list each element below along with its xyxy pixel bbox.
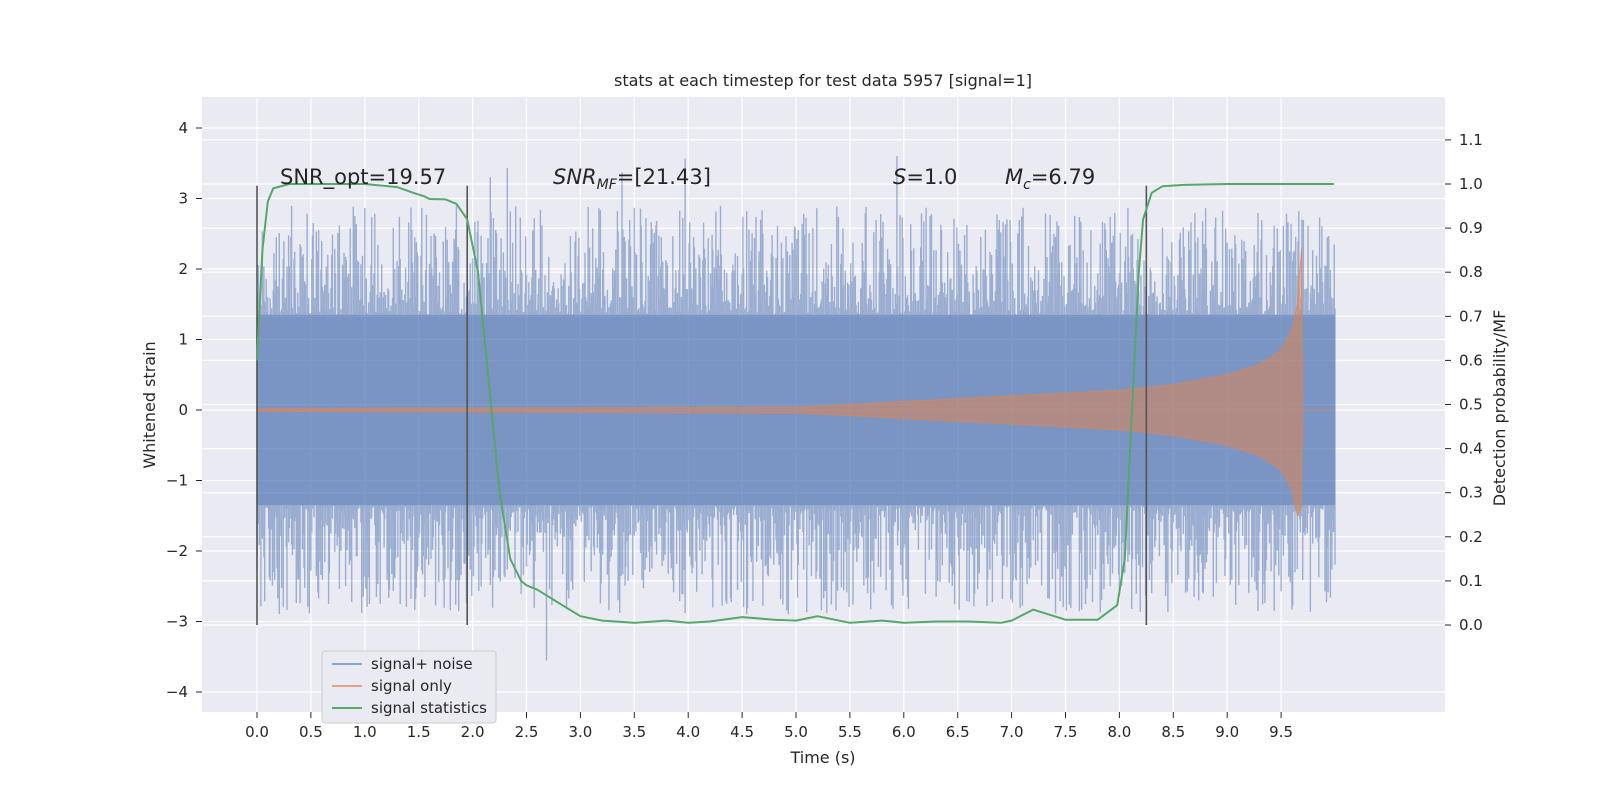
- right-y-axis-label: Detection probability/MF: [1490, 310, 1509, 507]
- right-y-tick-label: 0.0: [1459, 616, 1483, 634]
- y-axis-label: Whitened strain: [140, 341, 159, 468]
- right-y-tick-label: 0.4: [1459, 440, 1483, 458]
- y-tick-label: −2: [166, 542, 188, 560]
- vertical-markers: [256, 185, 1148, 626]
- y-tick-label: −4: [166, 683, 188, 701]
- right-y-tick-label: 0.7: [1459, 307, 1483, 325]
- annotation-snr-opt: SNR_opt=19.57: [280, 165, 446, 190]
- signal-statistics-line: [256, 183, 1334, 624]
- x-tick-label: 1.0: [353, 723, 377, 741]
- legend: signal+ noise signal only signal statist…: [321, 650, 497, 724]
- right-y-tick-label: 1.1: [1459, 131, 1483, 149]
- y-tick-label: 3: [178, 190, 188, 208]
- x-tick-label: 3.0: [568, 723, 592, 741]
- x-tick-label: 3.5: [622, 723, 646, 741]
- right-y-tick-label: 0.8: [1459, 263, 1483, 281]
- right-y-tick-label: 1.0: [1459, 175, 1483, 193]
- x-tick-label: 5.0: [784, 723, 808, 741]
- y-tick-label: 2: [178, 260, 188, 278]
- right-y-axis-ticks: 0.0 0.1 0.2 0.3 0.4 0.5 0.6 0.7 0.8 0.9 1.0 1.1: [1445, 131, 1483, 634]
- signal-statistics-series: [256, 183, 1334, 624]
- y-tick-label: −3: [166, 613, 188, 631]
- x-tick-label: 4.0: [676, 723, 700, 741]
- y-tick-label: 1: [178, 331, 188, 349]
- x-tick-label: 5.5: [838, 723, 862, 741]
- y-tick-label: −1: [166, 472, 188, 490]
- x-axis-label: Time (s): [789, 748, 855, 767]
- right-y-tick-label: 0.1: [1459, 572, 1483, 590]
- right-y-tick-label: 0.6: [1459, 351, 1483, 369]
- x-tick-label: 2.5: [515, 723, 539, 741]
- chart-title: stats at each timestep for test data 595…: [614, 71, 1032, 90]
- x-tick-label: 9.5: [1269, 723, 1293, 741]
- x-tick-label: 0.5: [299, 723, 323, 741]
- x-tick-label: 0.0: [245, 723, 269, 741]
- x-tick-label: 7.5: [1054, 723, 1078, 741]
- annotation-s: S=1.0: [893, 165, 957, 189]
- x-tick-label: 6.5: [946, 723, 970, 741]
- y-tick-label: 0: [178, 401, 188, 419]
- legend-box: [321, 650, 497, 724]
- legend-label-signal-noise: signal+ noise: [371, 655, 473, 673]
- x-tick-label: 8.5: [1161, 723, 1185, 741]
- legend-label-signal-statistics: signal statistics: [371, 699, 487, 717]
- x-tick-label: 4.5: [730, 723, 754, 741]
- annotation-snr-mf: SNRMF=[21.43]: [553, 165, 711, 193]
- right-y-tick-label: 0.5: [1459, 396, 1483, 414]
- x-tick-label: 7.0: [1000, 723, 1024, 741]
- x-tick-label: 9.0: [1215, 723, 1239, 741]
- x-tick-label: 1.5: [407, 723, 431, 741]
- x-tick-label: 6.0: [892, 723, 916, 741]
- right-y-tick-label: 0.9: [1459, 219, 1483, 237]
- y-axis-ticks: −4 −3 −2 −1 0 1 2 3 4: [166, 119, 202, 701]
- y-tick-label: 4: [178, 119, 188, 137]
- right-y-tick-label: 0.3: [1459, 484, 1483, 502]
- x-axis-ticks: 0.0 0.5 1.0 1.5 2.0 2.5 3.0 3.5 4.0 4.5 5.0 5.5 6.0 6…: [245, 712, 1293, 741]
- x-tick-label: 8.0: [1107, 723, 1131, 741]
- annotation-mc: Mc=6.79: [1005, 165, 1095, 193]
- legend-label-signal-only: signal only: [371, 677, 452, 695]
- x-tick-label: 2.0: [461, 723, 485, 741]
- right-y-tick-label: 0.2: [1459, 528, 1483, 546]
